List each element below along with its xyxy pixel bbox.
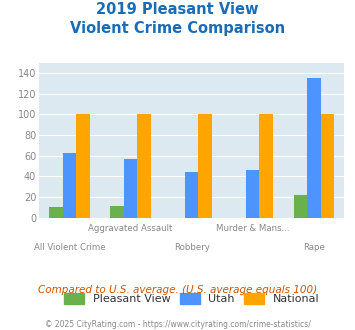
- Bar: [198, 115, 212, 218]
- Bar: [110, 207, 124, 218]
- Bar: [321, 115, 334, 218]
- Bar: [124, 159, 137, 218]
- Bar: [137, 115, 151, 218]
- Bar: [246, 170, 260, 218]
- Text: Robbery: Robbery: [174, 243, 210, 251]
- Bar: [63, 153, 76, 218]
- Bar: [49, 208, 63, 218]
- Text: Violent Crime Comparison: Violent Crime Comparison: [70, 21, 285, 36]
- Text: Compared to U.S. average. (U.S. average equals 100): Compared to U.S. average. (U.S. average …: [38, 285, 317, 295]
- Bar: [307, 78, 321, 218]
- Text: Aggravated Assault: Aggravated Assault: [88, 224, 173, 233]
- Bar: [294, 195, 307, 218]
- Text: 2019 Pleasant View: 2019 Pleasant View: [96, 2, 259, 16]
- Bar: [76, 115, 90, 218]
- Bar: [185, 172, 198, 218]
- Text: © 2025 CityRating.com - https://www.cityrating.com/crime-statistics/: © 2025 CityRating.com - https://www.city…: [45, 320, 310, 329]
- Bar: [260, 115, 273, 218]
- Text: Rape: Rape: [303, 243, 325, 251]
- Legend: Pleasant View, Utah, National: Pleasant View, Utah, National: [60, 288, 324, 309]
- Text: Murder & Mans...: Murder & Mans...: [216, 224, 290, 233]
- Text: All Violent Crime: All Violent Crime: [34, 243, 105, 251]
